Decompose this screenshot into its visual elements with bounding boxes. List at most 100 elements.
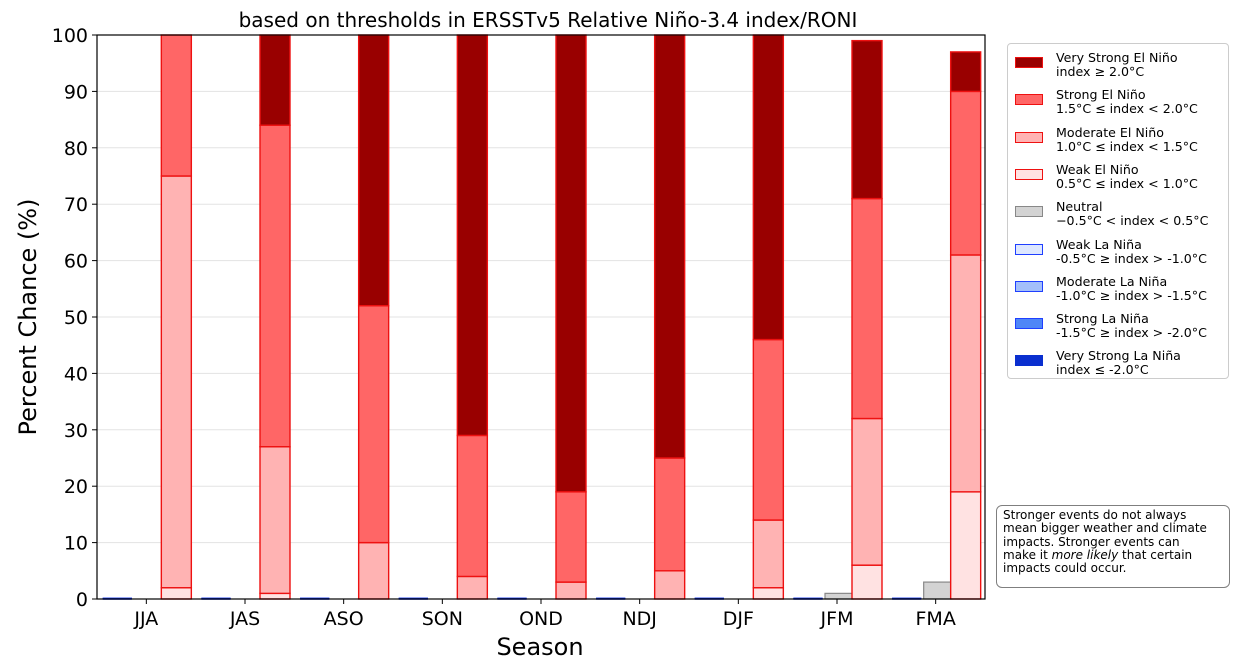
legend-series-range: -1.5°C ≥ index > -2.0°C — [1056, 325, 1207, 341]
bar-segment-neutral — [923, 581, 953, 600]
y-axis: 0 10 20 30 40 50 60 70 80 90 100 — [52, 25, 97, 611]
bar-segment-weak-el-ni-o — [851, 564, 883, 600]
bar-segment-strong-el-ni-o — [949, 90, 982, 256]
legend-label: Strong El Niño 1.5°C ≤ index < 2.0°C — [1056, 88, 1198, 116]
legend-swatch — [1015, 168, 1043, 180]
y-tick-label: 70 — [64, 194, 88, 216]
bar-segment-moderate-el-ni-o — [949, 254, 982, 493]
bar-segment-weak-el-ni-o — [752, 587, 785, 600]
bar-segment-strong-el-ni-o — [357, 305, 390, 544]
legend-swatch — [1015, 206, 1043, 218]
x-tick-label: ASO — [324, 608, 364, 630]
legend: Very Strong El Niño index ≥ 2.0°C Strong E… — [1007, 43, 1229, 379]
annotation-line: impacts could occur. — [1003, 561, 1127, 576]
x-tick-label: SON — [422, 608, 463, 630]
y-tick-label: 100 — [52, 25, 88, 47]
y-tick-label: 20 — [64, 476, 88, 498]
annotation-text: that certain — [1118, 547, 1193, 562]
y-tick-label: 30 — [64, 420, 88, 442]
legend-label: Strong La Niña -1.5°C ≥ index > -2.0°C — [1056, 312, 1207, 340]
legend-item: Moderate La Niña -1.0°C ≥ index > -1.5°C — [1015, 273, 1227, 311]
annotation-box: Stronger events do not always mean bigge… — [996, 505, 1230, 588]
x-tick-label: JJA — [133, 608, 158, 630]
bar-segment-very-strong-el-ni-o — [555, 34, 587, 493]
legend-series-range: index ≥ 2.0°C — [1056, 64, 1145, 79]
legend-label: Weak El Niño 0.5°C ≤ index < 1.0°C — [1056, 161, 1198, 191]
legend-swatch — [1015, 355, 1043, 367]
legend-label: Very Strong La Niña index ≤ -2.0°C — [1056, 349, 1181, 377]
y-tick-label: 90 — [64, 81, 88, 103]
legend-series-range: −0.5°C < index < 0.5°C — [1056, 213, 1209, 229]
legend-series-range: -1.0°C ≥ index > -1.5°C — [1056, 287, 1207, 303]
y-tick-label: 0 — [76, 589, 88, 611]
legend-item: Very Strong El Niño index ≥ 2.0°C — [1015, 51, 1227, 87]
legend-label: Moderate La Niña -1.0°C ≥ index > -1.5°C — [1056, 273, 1207, 303]
annotation-text: make it — [1003, 547, 1052, 562]
y-tick-label: 10 — [64, 533, 88, 555]
y-tick-label: 80 — [64, 138, 88, 160]
legend-swatch — [1015, 243, 1043, 255]
bar-segment-very-strong-el-ni-o — [357, 34, 390, 307]
legend-series-name: Very Strong La Niña — [1056, 348, 1181, 364]
x-tick-label: OND — [519, 608, 563, 630]
y-tick-label: 40 — [64, 363, 88, 385]
legend-label: Moderate El Niño 1.0°C ≤ index < 1.5°C — [1056, 124, 1198, 154]
x-axis-label: Season — [496, 633, 583, 660]
legend-series-name: Strong El Niño — [1056, 87, 1146, 103]
x-tick-label: JAS — [229, 608, 260, 630]
legend-swatch — [1015, 57, 1043, 68]
legend-item: Strong El Niño 1.5°C ≤ index < 2.0°C — [1015, 88, 1227, 124]
legend-series-name: Weak El Niño — [1056, 161, 1139, 177]
y-tick-label: 50 — [64, 307, 88, 329]
legend-series-range: 1.5°C ≤ index < 2.0°C — [1056, 101, 1198, 117]
legend-series-name: Moderate La Niña — [1056, 273, 1168, 289]
legend-series-name: Moderate El Niño — [1056, 124, 1164, 140]
legend-swatch — [1015, 94, 1043, 106]
legend-item: Neutral −0.5°C < index < 0.5°C — [1015, 200, 1227, 236]
legend-series-name: Weak La Niña — [1056, 236, 1142, 252]
annotation-line: Stronger events do not always — [1003, 508, 1187, 522]
x-tick-label: NDJ — [622, 608, 656, 630]
bar-segment-very-strong-el-ni-o — [456, 34, 489, 437]
legend-item: Very Strong La Niña index ≤ -2.0°C — [1015, 349, 1227, 385]
y-tick-label: 60 — [64, 251, 88, 273]
bar-segment-moderate-el-ni-o — [160, 175, 193, 589]
bar-segment-very-strong-el-ni-o — [752, 34, 785, 341]
bar-segment-neutral — [824, 592, 854, 600]
bar-segment-weak-el-ni-o — [160, 587, 193, 600]
bar-segment-moderate-el-ni-o — [259, 446, 291, 595]
bar-segment-moderate-el-ni-o — [357, 541, 390, 600]
legend-series-range: 0.5°C ≤ index < 1.0°C — [1056, 175, 1198, 191]
bar-segment-strong-el-ni-o — [259, 124, 291, 448]
y-axis-label: Percent Chance (%) — [14, 199, 42, 436]
bar-segment-moderate-el-ni-o — [752, 519, 785, 589]
bar-segment-weak-el-ni-o — [259, 592, 291, 600]
legend-item: Moderate El Niño 1.0°C ≤ index < 1.5°C — [1015, 124, 1227, 162]
annotation-line: impacts. Stronger events can — [1003, 534, 1180, 549]
legend-label: Weak La Niña -0.5°C ≥ index > -1.0°C — [1056, 236, 1207, 266]
bar-segment-moderate-el-ni-o — [851, 417, 883, 566]
legend-series-range: index ≤ -2.0°C — [1056, 362, 1149, 378]
bar-segment-very-strong-el-ni-o — [259, 34, 291, 126]
legend-label: Very Strong El Niño index ≥ 2.0°C — [1056, 51, 1178, 79]
legend-series-name: Neutral — [1056, 199, 1103, 215]
bar-segment-very-strong-el-ni-o — [949, 51, 982, 93]
legend-item: Weak El Niño 0.5°C ≤ index < 1.0°C — [1015, 161, 1227, 199]
bar-segment-strong-el-ni-o — [653, 457, 686, 572]
bar-segment-strong-el-ni-o — [555, 491, 587, 583]
bar-segment-moderate-el-ni-o — [456, 575, 489, 600]
legend-swatch — [1015, 318, 1043, 330]
legend-series-name: Very Strong El Niño — [1056, 50, 1178, 65]
bar-segment-weak-el-ni-o — [949, 491, 982, 600]
stacked-bars — [102, 34, 982, 600]
bar-segment-strong-el-ni-o — [456, 434, 489, 578]
annotation-line: mean bigger weather and climate — [1003, 521, 1207, 536]
bar-segment-strong-el-ni-o — [851, 197, 883, 420]
legend-swatch — [1015, 131, 1043, 143]
bar-segment-strong-el-ni-o — [160, 34, 193, 177]
legend-series-name: Strong La Niña — [1056, 311, 1149, 327]
bar-segment-moderate-el-ni-o — [555, 581, 587, 600]
bar-segment-very-strong-el-ni-o — [851, 39, 883, 200]
x-tick-label: DJF — [723, 608, 754, 630]
